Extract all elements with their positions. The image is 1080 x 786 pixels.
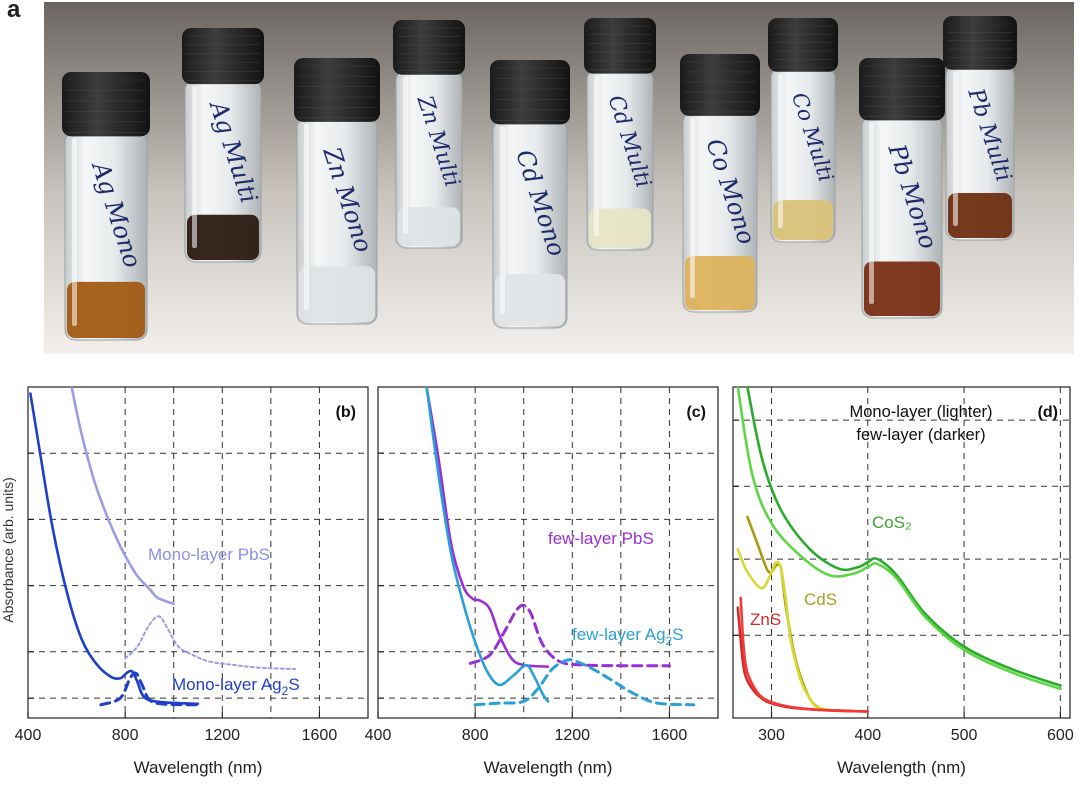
legend-text: Mono-layer (lighter) xyxy=(849,403,992,421)
x-tick-label: 600 xyxy=(1047,727,1074,744)
glass-highlight xyxy=(594,75,599,237)
x-tick-label: 1200 xyxy=(554,727,590,744)
grid xyxy=(28,387,368,718)
series-line xyxy=(739,596,870,713)
plot-frame xyxy=(732,386,1071,719)
series-line xyxy=(473,658,696,707)
x-tick-label: 400 xyxy=(15,727,42,744)
glass-highlight xyxy=(869,122,874,305)
vial-liquid xyxy=(299,266,375,322)
series-line xyxy=(736,387,1062,691)
vial-liquid xyxy=(864,261,940,316)
vial-cap xyxy=(393,20,465,75)
legend-text: few-layer (darker) xyxy=(856,426,985,444)
series-line xyxy=(29,392,200,706)
plot-frame xyxy=(377,386,719,719)
vial-liquid xyxy=(398,207,460,246)
glass-highlight xyxy=(304,123,309,310)
vial: Co Mono xyxy=(680,54,761,313)
series-line xyxy=(124,615,297,670)
series-line xyxy=(736,548,850,713)
vial: Co Multi xyxy=(768,18,838,243)
vial-liquid xyxy=(495,274,565,326)
x-axis-label: Wavelength (nm) xyxy=(484,758,613,777)
series-line xyxy=(468,603,671,668)
vial-cap xyxy=(584,18,656,74)
vial: Ag Multi xyxy=(182,28,264,263)
series-annotation: few-layer PbS xyxy=(548,529,654,548)
glass-highlight xyxy=(690,117,695,298)
x-axis-label: Wavelength (nm) xyxy=(837,758,966,777)
series-line xyxy=(70,387,175,606)
series-line xyxy=(425,387,550,703)
series-line xyxy=(746,387,1062,687)
grid xyxy=(378,387,718,718)
x-tick-label: 800 xyxy=(112,727,139,744)
series-line xyxy=(99,671,200,707)
vial-liquid xyxy=(773,200,833,240)
vial-liquid xyxy=(187,214,259,260)
vial: Zn Multi xyxy=(393,20,465,249)
x-tick-label: 400 xyxy=(854,727,881,744)
x-axis-label: Wavelength (nm) xyxy=(134,758,263,777)
series-annotation: Mono-layer PbS xyxy=(148,545,270,564)
vial-cap xyxy=(859,58,945,121)
x-tick-label: 1600 xyxy=(302,727,338,744)
chart-panel-d: 300 400 500 600 Wavelength (nm) (d) CoS₂ CdS ZnS… xyxy=(732,386,1074,777)
vial-cap xyxy=(62,72,150,137)
glass-highlight xyxy=(778,73,783,228)
vial: Ag Mono xyxy=(62,72,150,341)
vial: Pb Multi xyxy=(943,16,1017,241)
x-tick-label: 800 xyxy=(462,727,489,744)
absorbance-charts: Absorbance (arb. units) 400 800 1200 1600 Wa… xyxy=(0,386,1074,777)
panel-label: (c) xyxy=(686,404,706,421)
vial-cap xyxy=(768,18,838,72)
vial: Zn Mono xyxy=(294,58,380,325)
glass-highlight xyxy=(500,126,505,314)
chart-panel-c: 400 800 1200 1600 Wavelength (nm) (c) few-laye… xyxy=(365,386,719,777)
glass-highlight xyxy=(403,76,408,234)
vial: Cd Multi xyxy=(584,18,656,251)
chart-panel-b: 400 800 1200 1600 Wavelength (nm) (b) Mono-lay… xyxy=(15,386,369,777)
series-annotation: ZnS xyxy=(750,610,781,629)
vials-photo-panel: Ag Mono Ag Multi Zn Mono Zn Multi Cd Mono Cd … xyxy=(0,0,1080,362)
x-tick-label: 300 xyxy=(758,727,785,744)
panel-a-label: a xyxy=(7,0,21,23)
series-annotation: CdS xyxy=(804,590,837,609)
series-annotation: CoS₂ xyxy=(872,513,912,532)
vial-cap xyxy=(943,16,1017,70)
series-line xyxy=(425,387,550,668)
vial-cap xyxy=(680,54,760,116)
series-group xyxy=(425,387,696,707)
plot-frame xyxy=(27,386,369,719)
x-tick-label: 400 xyxy=(365,727,392,744)
vial-liquid xyxy=(67,281,145,338)
vial: Pb Mono xyxy=(859,58,945,319)
vial-liquid xyxy=(685,255,755,310)
series-group xyxy=(736,387,1062,713)
x-tick-label: 1600 xyxy=(652,727,688,744)
series-group xyxy=(29,387,297,707)
y-axis-label: Absorbance (arb. units) xyxy=(0,477,16,623)
glass-highlight xyxy=(953,71,958,226)
glass-highlight xyxy=(72,138,77,326)
x-tick-label: 1200 xyxy=(204,727,240,744)
vial-cap xyxy=(182,28,264,85)
series-annotation: Mono-layer Ag2S xyxy=(172,675,300,698)
vial: Cd Mono xyxy=(490,60,571,329)
x-tick-label: 500 xyxy=(951,727,978,744)
vial-liquid xyxy=(948,192,1012,238)
series-annotation: few-layer Ag2S xyxy=(572,625,684,648)
panel-label: (d) xyxy=(1038,404,1058,421)
glass-highlight xyxy=(192,86,197,248)
vial-liquid xyxy=(589,208,651,248)
panel-label: (b) xyxy=(336,404,356,421)
vial-cap xyxy=(294,58,380,122)
vial-cap xyxy=(490,60,570,125)
